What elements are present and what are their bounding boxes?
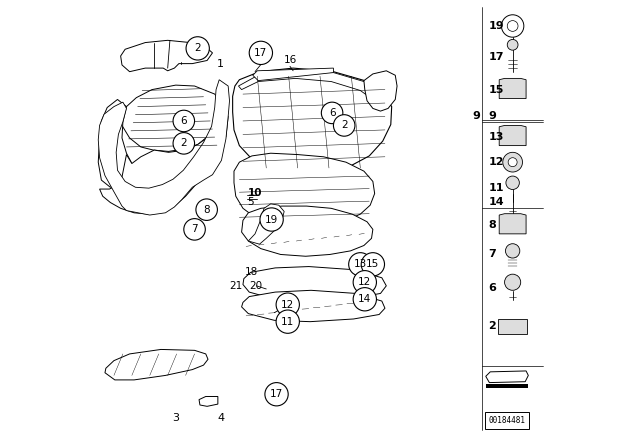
Text: 16: 16 <box>284 55 296 65</box>
Polygon shape <box>253 68 333 81</box>
Text: 15: 15 <box>488 85 504 95</box>
Text: 17: 17 <box>270 389 283 399</box>
Circle shape <box>353 288 376 311</box>
Text: 2: 2 <box>195 43 201 53</box>
Text: 6: 6 <box>488 283 497 293</box>
Text: 00184481: 00184481 <box>488 416 525 425</box>
Text: 2: 2 <box>488 321 496 331</box>
Circle shape <box>186 37 209 60</box>
Text: 5: 5 <box>248 197 254 207</box>
Circle shape <box>249 41 273 65</box>
Polygon shape <box>499 319 527 334</box>
Text: 6: 6 <box>329 108 335 118</box>
Circle shape <box>173 133 195 154</box>
Polygon shape <box>499 78 526 99</box>
Text: 13: 13 <box>488 132 504 142</box>
Text: 18: 18 <box>244 267 258 277</box>
Text: 12: 12 <box>488 157 504 167</box>
Polygon shape <box>105 349 208 380</box>
Circle shape <box>508 39 518 50</box>
Circle shape <box>353 271 376 294</box>
Text: 8: 8 <box>488 220 496 230</box>
Polygon shape <box>486 384 528 388</box>
Polygon shape <box>248 204 284 244</box>
Text: 2: 2 <box>341 121 348 130</box>
Text: 11: 11 <box>488 183 504 193</box>
Circle shape <box>276 310 300 333</box>
Text: 21: 21 <box>230 281 243 291</box>
Text: 14: 14 <box>358 294 371 304</box>
Text: 9: 9 <box>472 112 481 121</box>
Polygon shape <box>241 290 385 322</box>
Circle shape <box>333 115 355 136</box>
Polygon shape <box>499 214 526 234</box>
Polygon shape <box>243 267 387 301</box>
Text: 15: 15 <box>366 259 380 269</box>
Text: 8: 8 <box>204 205 210 215</box>
Circle shape <box>260 208 284 231</box>
Circle shape <box>276 293 300 316</box>
Text: 3: 3 <box>172 413 179 422</box>
Text: 6: 6 <box>180 116 187 126</box>
Text: 2: 2 <box>180 138 187 148</box>
Text: 1: 1 <box>217 59 224 69</box>
Circle shape <box>349 253 372 276</box>
Text: 17: 17 <box>488 52 504 62</box>
Text: 12: 12 <box>281 300 294 310</box>
Circle shape <box>508 158 517 167</box>
Circle shape <box>184 219 205 240</box>
Polygon shape <box>241 206 373 256</box>
Text: 20: 20 <box>249 281 262 291</box>
Polygon shape <box>499 125 526 146</box>
Circle shape <box>506 176 520 190</box>
Circle shape <box>265 383 288 406</box>
Polygon shape <box>486 371 528 383</box>
Circle shape <box>321 102 343 124</box>
Circle shape <box>361 253 385 276</box>
Text: 13: 13 <box>354 259 367 269</box>
Polygon shape <box>234 153 374 226</box>
Circle shape <box>504 274 521 290</box>
Text: 11: 11 <box>281 317 294 327</box>
Polygon shape <box>364 71 397 111</box>
Circle shape <box>196 199 218 220</box>
Text: 19: 19 <box>488 21 504 31</box>
Text: 19: 19 <box>265 215 278 224</box>
Text: 7: 7 <box>488 250 496 259</box>
Text: 17: 17 <box>254 48 268 58</box>
Polygon shape <box>239 69 387 108</box>
Polygon shape <box>232 68 392 174</box>
Circle shape <box>506 244 520 258</box>
Polygon shape <box>199 396 218 406</box>
Text: 7: 7 <box>191 224 198 234</box>
Bar <box>485 412 529 429</box>
Polygon shape <box>120 40 212 72</box>
Polygon shape <box>98 80 230 215</box>
Polygon shape <box>98 99 132 187</box>
Text: 14: 14 <box>488 198 504 207</box>
Polygon shape <box>120 85 223 151</box>
Text: 9: 9 <box>488 112 497 121</box>
Circle shape <box>503 152 522 172</box>
Polygon shape <box>100 112 228 214</box>
Text: 12: 12 <box>358 277 371 287</box>
Circle shape <box>173 110 195 132</box>
Text: 10: 10 <box>248 188 262 198</box>
Text: 4: 4 <box>218 413 225 422</box>
